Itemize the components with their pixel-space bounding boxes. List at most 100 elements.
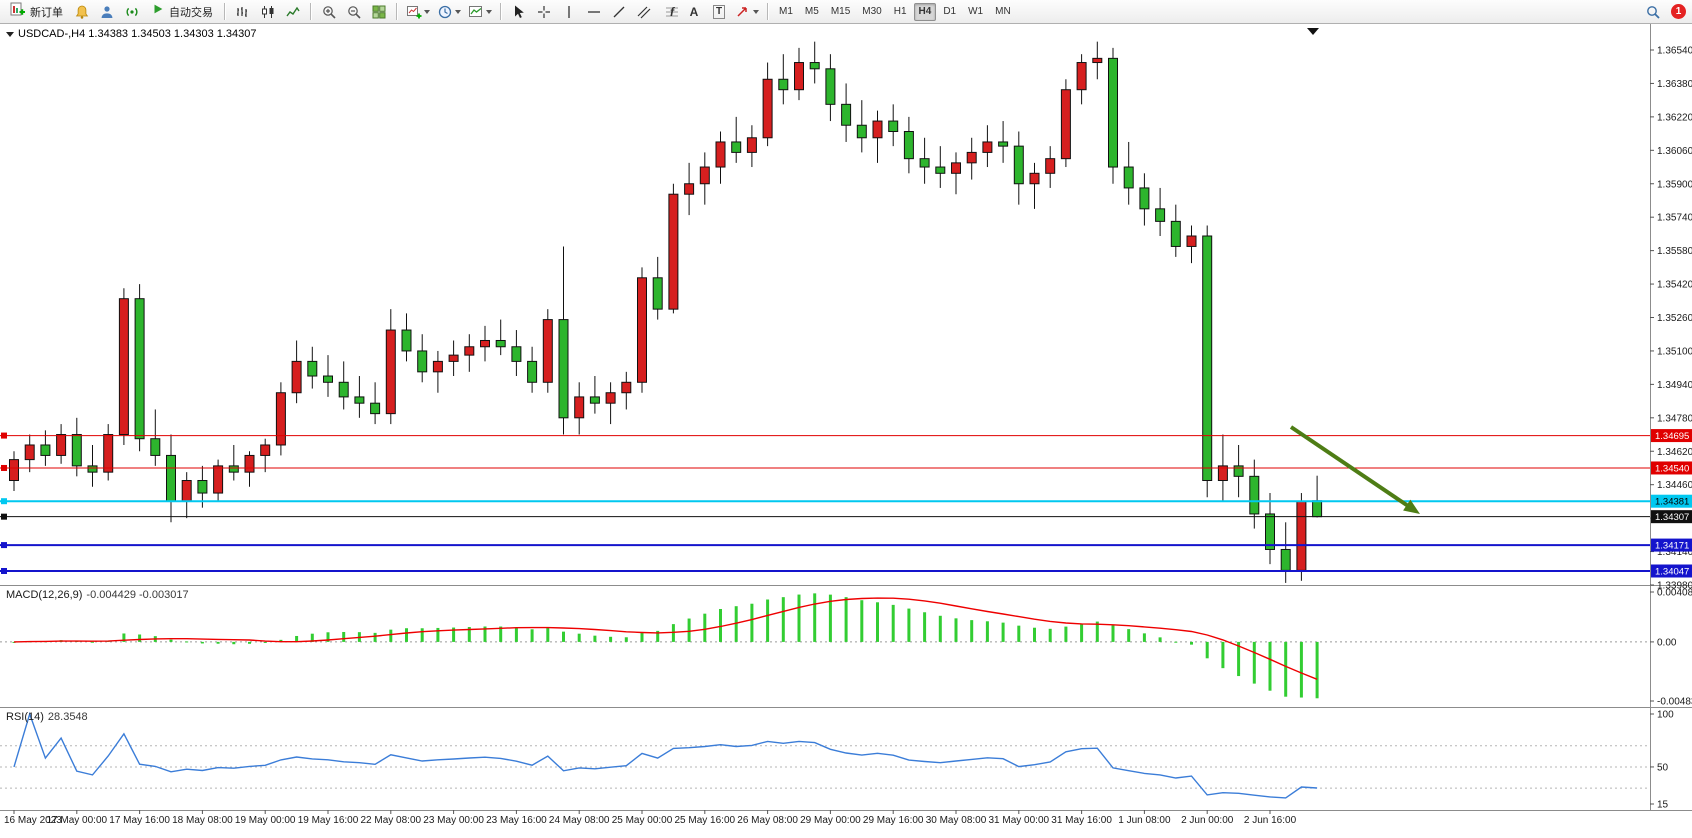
timeframe-h4-button[interactable]: H4 — [913, 2, 937, 21]
new-order-button[interactable]: 新订单 — [4, 1, 69, 23]
notification-badge[interactable]: 1 — [1671, 4, 1686, 19]
timeframe-d1-button[interactable]: D1 — [943, 5, 957, 17]
zoom-out-icon[interactable] — [342, 1, 366, 23]
svg-text:1.34047: 1.34047 — [1655, 566, 1689, 577]
svg-text:25 May 00:00: 25 May 00:00 — [612, 815, 673, 826]
svg-text:22 May 08:00: 22 May 08:00 — [360, 815, 421, 826]
auto-trading-icon — [151, 2, 165, 21]
svg-text:1.36540: 1.36540 — [1657, 46, 1692, 57]
bar-chart-icon[interactable] — [231, 1, 255, 23]
hlines-group[interactable]: 1.34695 1.34540 1.34381 1.34307 1.34171 1.340… — [0, 429, 1692, 578]
timeframe-m30-button[interactable]: M30 — [862, 5, 882, 17]
alert-icon[interactable] — [70, 1, 94, 23]
arrows-icon[interactable] — [732, 1, 762, 23]
line-chart-icon[interactable] — [281, 1, 305, 23]
svg-text:1.34140: 1.34140 — [1657, 547, 1692, 558]
svg-text:1 Jun 08:00: 1 Jun 08:00 — [1118, 815, 1171, 826]
toolbar-separator — [500, 3, 502, 20]
trendline-icon[interactable] — [607, 1, 631, 23]
svg-text:100: 100 — [1657, 710, 1674, 721]
svg-text:1.36220: 1.36220 — [1657, 112, 1692, 123]
toolbar-right-cluster: 1 — [1641, 1, 1688, 23]
svg-text:1.35260: 1.35260 — [1657, 313, 1692, 324]
svg-text:1.35100: 1.35100 — [1657, 346, 1692, 357]
svg-text:17 May 16:00: 17 May 16:00 — [109, 815, 170, 826]
rsi-name: RSI(14) — [6, 711, 44, 723]
timeframe-m5-button[interactable]: M5 — [804, 5, 819, 17]
macd-name: MACD(12,26,9) — [6, 589, 83, 601]
timeframe-m15-button[interactable]: M15 — [830, 5, 851, 17]
toolbar-separator — [767, 3, 769, 20]
svg-text:1.33980: 1.33980 — [1657, 581, 1692, 592]
svg-text:24 May 08:00: 24 May 08:00 — [549, 815, 610, 826]
chart-title: USDCAD-,H4 1.34383 1.34503 1.34303 1.343… — [18, 28, 257, 40]
svg-text:23 May 00:00: 23 May 00:00 — [423, 815, 484, 826]
chart-window: 1.36540 1.36380 1.36220 1.36060 1.35900 1.357… — [0, 24, 1692, 838]
svg-text:1.34780: 1.34780 — [1657, 413, 1692, 424]
axes-group: 1.36540 1.36380 1.36220 1.36060 1.35900 1.357… — [0, 24, 1692, 826]
new-order-icon — [10, 1, 26, 22]
new-order-label: 新订单 — [30, 6, 63, 19]
horizontal-line-icon[interactable] — [582, 1, 606, 23]
svg-text:1.34171: 1.34171 — [1655, 541, 1689, 552]
main-toolbar: 新订单 自动交易 — [0, 0, 1692, 24]
zoom-in-icon[interactable] — [317, 1, 341, 23]
annotations-group[interactable] — [1289, 28, 1420, 514]
toolbar-separator — [224, 3, 226, 20]
svg-text:1.34695: 1.34695 — [1655, 431, 1689, 442]
timeframe-w1-button[interactable]: W1 — [968, 5, 984, 17]
indicator-panels-group — [0, 593, 1650, 799]
chevron-down-icon — [455, 9, 461, 14]
label-icon[interactable]: T — [707, 1, 731, 23]
timeframe-buttons: M1 M5 M15 M30 H1 H4 D1 W1 MN — [774, 2, 1016, 21]
svg-text:2 Jun 00:00: 2 Jun 00:00 — [1181, 815, 1234, 826]
vertical-line-icon[interactable] — [557, 1, 581, 23]
tile-windows-icon[interactable] — [367, 1, 391, 23]
auto-trading-button[interactable]: 自动交易 — [145, 1, 219, 23]
chart-title-bar: USDCAD-,H4 1.34383 1.34503 1.34303 1.343… — [6, 28, 257, 40]
svg-text:1.35900: 1.35900 — [1657, 179, 1692, 190]
indicators-icon[interactable] — [465, 1, 495, 23]
svg-text:2 Jun 16:00: 2 Jun 16:00 — [1244, 815, 1297, 826]
market-watch-icon[interactable] — [120, 1, 144, 23]
candlestick-chart-icon[interactable] — [256, 1, 280, 23]
toolbar-separator — [396, 3, 398, 20]
svg-text:50: 50 — [1657, 762, 1669, 773]
accounts-icon[interactable] — [95, 1, 119, 23]
candles-group — [9, 41, 1323, 583]
svg-text:29 May 16:00: 29 May 16:00 — [863, 815, 924, 826]
crosshair-icon[interactable] — [532, 1, 556, 23]
svg-text:1.35580: 1.35580 — [1657, 246, 1692, 257]
fibonacci-icon[interactable]: f — [657, 1, 681, 23]
macd-label: MACD(12,26,9) -0.004429 -0.003017 — [6, 589, 189, 601]
clock-icon[interactable] — [434, 1, 464, 23]
new-chart-icon[interactable] — [403, 1, 433, 23]
chart-canvas[interactable]: 1.36540 1.36380 1.36220 1.36060 1.35900 1.357… — [0, 24, 1692, 838]
svg-text:16 May 2023: 16 May 2023 — [4, 815, 62, 826]
cursor-icon[interactable] — [507, 1, 531, 23]
chart-shift-marker[interactable] — [1307, 28, 1319, 35]
svg-text:1.34540: 1.34540 — [1655, 463, 1689, 474]
toolbar-separator — [310, 3, 312, 20]
search-icon[interactable] — [1641, 1, 1665, 23]
timeframe-m1-button[interactable]: M1 — [779, 5, 793, 17]
svg-text:1.34381: 1.34381 — [1655, 497, 1689, 508]
svg-text:1.35740: 1.35740 — [1657, 213, 1692, 224]
rsi-value: 28.3548 — [47, 711, 88, 723]
svg-text:26 May 08:00: 26 May 08:00 — [737, 815, 798, 826]
svg-text:0.004082: 0.004082 — [1657, 588, 1692, 599]
chart-menu-icon[interactable] — [6, 31, 14, 37]
text-icon[interactable]: A — [689, 4, 699, 19]
svg-text:1.36060: 1.36060 — [1657, 146, 1692, 157]
svg-text:1.34620: 1.34620 — [1657, 447, 1692, 458]
svg-text:-0.004834: -0.004834 — [1657, 697, 1692, 708]
channel-icon[interactable] — [632, 1, 656, 23]
svg-text:1.36380: 1.36380 — [1657, 79, 1692, 90]
svg-text:1.34940: 1.34940 — [1657, 380, 1692, 391]
timeframe-mn-button[interactable]: MN — [995, 5, 1011, 17]
timeframe-h1-button[interactable]: H1 — [893, 5, 907, 17]
chevron-down-icon — [486, 9, 492, 14]
auto-trading-label: 自动交易 — [169, 6, 213, 19]
svg-text:19 May 16:00: 19 May 16:00 — [298, 815, 359, 826]
